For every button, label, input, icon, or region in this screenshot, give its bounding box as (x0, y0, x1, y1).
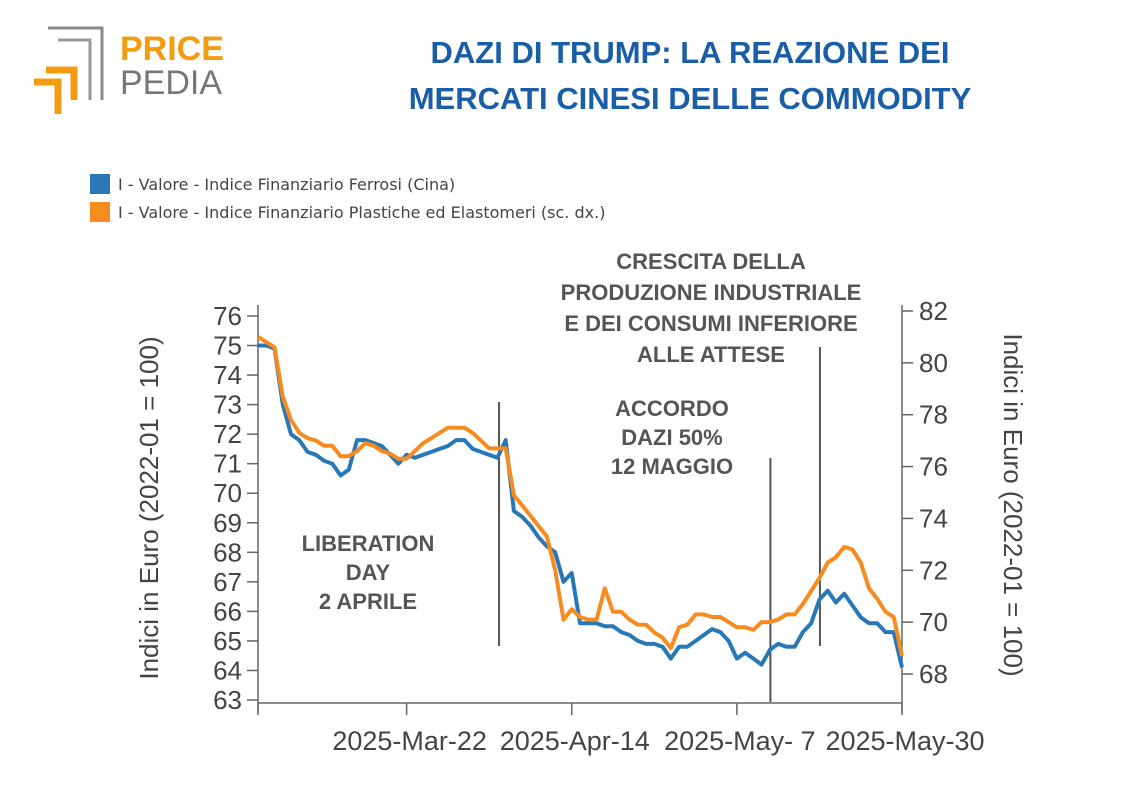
pricepedia-logo: PRICE PEDIA (30, 22, 230, 117)
y-tick-label-left: 72 (213, 419, 242, 449)
y-tick-label-right: 78 (919, 400, 948, 430)
y-tick-label-left: 68 (213, 537, 242, 567)
legend-swatch-blue (90, 174, 110, 194)
annotation-text: LIBERATION (302, 531, 435, 556)
y-tick-label-left: 70 (213, 478, 242, 508)
legend-label-ferrosi: I - Valore - Indice Finanziario Ferrosi … (118, 174, 456, 194)
annotation-text: DAY (346, 560, 391, 585)
y-tick-label-right: 72 (919, 555, 948, 585)
y-tick-label-left: 63 (213, 685, 242, 715)
y-tick-label-right: 80 (919, 348, 948, 378)
y-axis-label-left: Indici in Euro (2022-01 = 100) (134, 336, 164, 679)
legend-item-plastiche: I - Valore - Indice Finanziario Plastich… (90, 198, 605, 226)
x-tick-label: 2025-Mar-22 (332, 726, 487, 756)
y-tick-label-left: 71 (213, 449, 242, 479)
y-tick-label-left: 76 (213, 301, 242, 331)
annotation-text: E DEI CONSUMI INFERIORE (564, 311, 857, 336)
y-tick-label-right: 70 (919, 607, 948, 637)
y-tick-label-right: 68 (919, 659, 948, 689)
logo-word-pedia: PEDIA (120, 64, 222, 102)
annotation-text: DAZI 50% (621, 425, 722, 450)
x-tick-label: 2025-Apr-14 (500, 726, 650, 756)
y-tick-label-left: 67 (213, 567, 242, 597)
legend-label-plastiche: I - Valore - Indice Finanziario Plastich… (118, 202, 606, 222)
page-title: DAZI DI TRUMP: LA REAZIONE DEI MERCATI C… (300, 30, 1080, 122)
series-line-ferrosi (258, 343, 904, 668)
annotation-text: CRESCITA DELLA (616, 249, 806, 274)
title-line-2: MERCATI CINESI DELLE COMMODITY (408, 81, 972, 116)
logo-mark-icon: PRICE PEDIA (34, 26, 224, 114)
y-tick-label-left: 74 (213, 360, 242, 390)
chart-legend: I - Valore - Indice Finanziario Ferrosi … (90, 170, 605, 226)
annotation-text: ALLE ATTESE (637, 342, 785, 367)
y-tick-label-right: 74 (919, 503, 948, 533)
x-tick-label: 2025-May- 7 (664, 726, 816, 756)
x-tick-label: 2025-May-30 (825, 726, 984, 756)
y-tick-label-left: 69 (213, 508, 242, 538)
y-tick-label-left: 65 (213, 626, 242, 656)
annotation-text: ACCORDO (615, 396, 729, 421)
y-tick-label-right: 76 (919, 452, 948, 482)
y-tick-label-right: 82 (919, 296, 948, 326)
legend-swatch-orange (90, 202, 110, 222)
y-tick-label-left: 75 (213, 331, 242, 361)
title-line-1: DAZI DI TRUMP: LA REAZIONE DEI (430, 35, 950, 70)
logo-word-price: PRICE (120, 30, 224, 68)
series-line-plastiche (256, 335, 904, 657)
annotation-text: PRODUZIONE INDUSTRIALE (561, 280, 862, 305)
y-tick-label-left: 66 (213, 596, 242, 626)
y-axis-label-right: Indici in Euro (2022-01 = 100) (998, 333, 1028, 676)
y-tick-label-left: 73 (213, 390, 242, 420)
annotation-text: 2 APRILE (319, 589, 417, 614)
y-tick-label-left: 64 (213, 655, 242, 685)
annotation-text: 12 MAGGIO (611, 454, 733, 479)
legend-item-ferrosi: I - Valore - Indice Finanziario Ferrosi … (90, 170, 605, 198)
